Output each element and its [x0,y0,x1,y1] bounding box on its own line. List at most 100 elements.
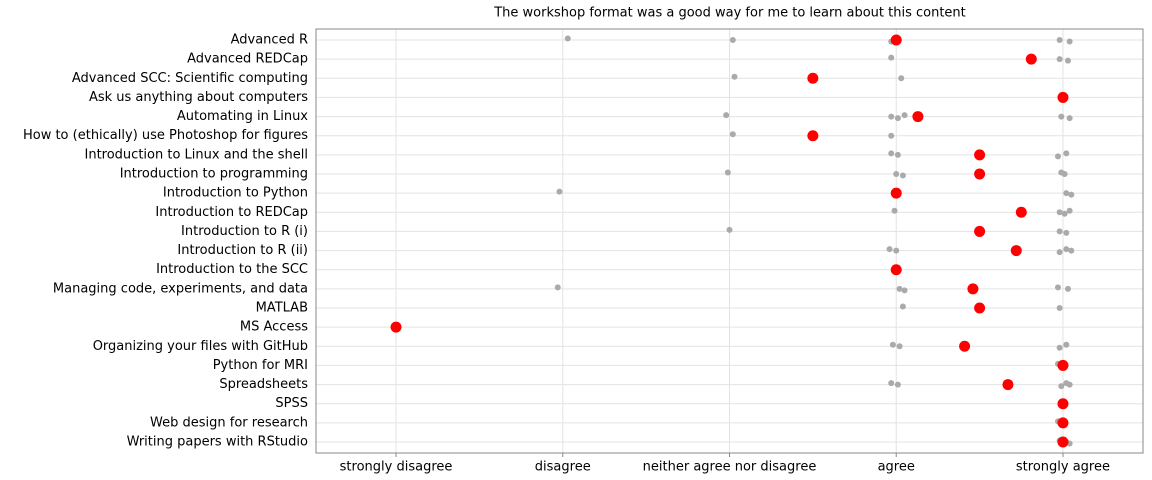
response-point [1063,229,1070,236]
response-point [896,285,903,292]
response-point [1063,190,1070,197]
mean-point [974,302,986,314]
y-tick-label: Spreadsheets [219,377,308,392]
y-tick-label: Ask us anything about computers [89,90,308,105]
response-point [556,188,563,195]
x-tick-label: disagree [535,460,591,475]
y-tick-label: Introduction to the SCC [156,262,308,277]
response-point [888,150,895,157]
response-point [1066,207,1073,214]
mean-point [974,168,986,180]
response-point [1066,38,1073,45]
response-point [898,75,905,82]
x-tick-label: neither agree nor disagree [643,460,817,475]
response-point [1056,228,1063,235]
response-point [726,226,733,233]
mean-point [912,111,924,123]
response-point [899,172,906,179]
response-point [896,343,903,350]
y-tick-label: MS Access [240,320,308,335]
response-point [1066,381,1073,388]
response-point [888,54,895,61]
mean-point [890,264,902,276]
y-tick-label: Advanced REDCap [187,52,308,67]
mean-point [974,149,986,161]
response-point [731,73,738,80]
mean-point [1057,359,1069,371]
response-point [724,169,731,176]
response-point [554,284,561,291]
response-point [1064,285,1071,292]
response-point [1058,113,1065,120]
y-tick-label: Advanced R [231,33,308,48]
mean-point [390,321,402,333]
response-point [894,381,901,388]
response-point [1056,305,1063,311]
y-tick-label: Web design for research [150,415,308,430]
y-tick-label: How to (ethically) use Photoshop for fig… [23,128,308,143]
response-point [901,287,908,294]
plot-border [315,28,1144,454]
response-point [894,151,901,158]
mean-point [807,72,819,84]
mean-point [1002,379,1014,391]
y-tick-label: SPSS [275,396,308,411]
response-point [893,171,900,177]
y-tick-label: Introduction to programming [120,167,308,182]
response-point [564,35,571,42]
response-point [901,112,908,119]
mean-point [1057,417,1069,429]
y-tick-label: MATLAB [256,301,308,316]
mean-point [1010,245,1022,257]
response-point [1061,171,1068,177]
y-tick-label: Advanced SCC: Scientific computing [72,71,308,86]
y-tick-label: Organizing your files with GitHub [93,339,308,354]
mean-point [967,283,979,295]
response-point [1054,284,1061,291]
response-point [886,246,893,253]
x-tick-label: strongly agree [1016,460,1110,475]
y-tick-label: Introduction to REDCap [155,205,308,220]
mean-point [974,225,986,237]
y-tick-label: Writing papers with RStudio [127,435,308,450]
mean-point [890,34,902,46]
y-tick-label: Introduction to R (ii) [177,243,308,258]
y-tick-label: Introduction to R (i) [181,224,308,239]
response-point [1063,150,1070,157]
response-point [899,303,906,310]
response-point [1054,153,1061,160]
y-tick-label: Python for MRI [213,358,308,373]
response-point [891,207,898,214]
response-point [1056,37,1063,43]
mean-point [1025,53,1037,65]
response-point [1063,246,1070,253]
mean-point [1057,436,1069,448]
response-point [1063,341,1070,348]
response-point [894,115,901,122]
response-point [1066,115,1073,122]
x-tick-label: strongly disagree [340,460,453,475]
mean-point [890,187,902,199]
response-point [889,341,896,348]
response-point [1058,383,1065,390]
response-point [1068,191,1075,198]
response-point [1056,249,1063,256]
response-point [1056,209,1063,216]
mean-point [1057,91,1069,103]
mean-point [1015,206,1027,218]
response-point [723,112,730,119]
response-point [1064,57,1071,64]
response-point [1068,247,1075,254]
chart-title: The workshop format was a good way for m… [493,6,966,21]
response-point [888,132,895,139]
y-tick-label: Automating in Linux [177,109,308,124]
y-tick-label: Managing code, experiments, and data [53,281,308,296]
response-point [888,380,895,387]
mean-point [1057,398,1069,410]
mean-point [807,130,819,142]
response-point [888,113,895,120]
x-tick-label: agree [878,460,915,475]
response-point [729,131,736,138]
response-point [1061,210,1068,217]
